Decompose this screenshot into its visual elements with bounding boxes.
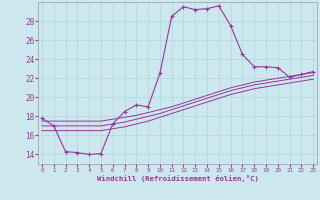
X-axis label: Windchill (Refroidissement éolien,°C): Windchill (Refroidissement éolien,°C) [97,175,259,182]
